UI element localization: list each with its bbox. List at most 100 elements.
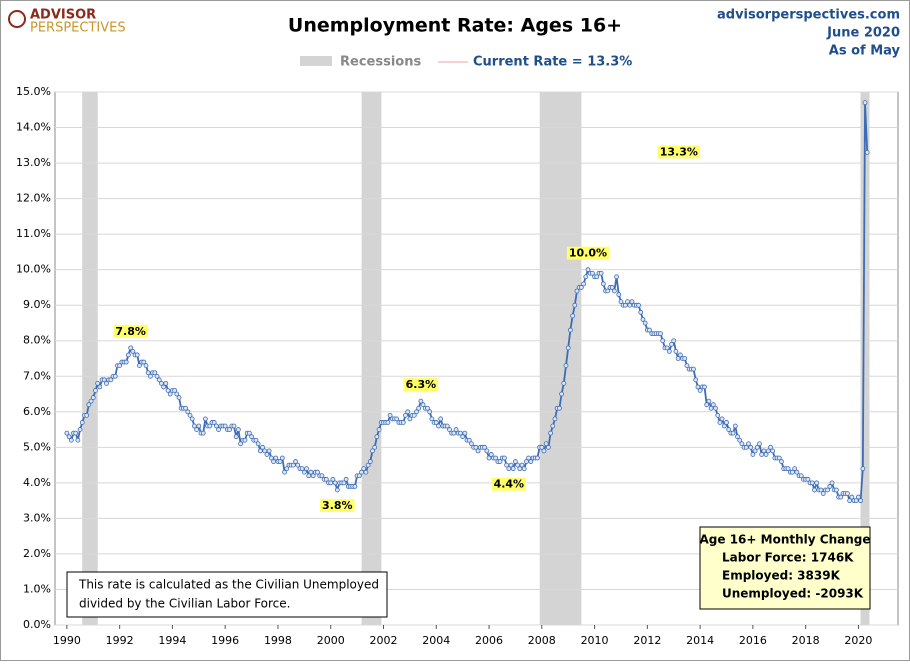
point — [97, 384, 103, 390]
point — [534, 455, 540, 461]
point — [748, 444, 754, 450]
point — [838, 494, 844, 500]
point — [315, 469, 320, 475]
point — [691, 366, 696, 372]
point — [640, 317, 646, 322]
y-tick-label: 12.0% — [16, 192, 51, 205]
point — [90, 395, 96, 400]
x-tick-label: 1994 — [158, 634, 186, 647]
point — [405, 409, 411, 415]
point — [108, 377, 114, 383]
change-line: Labor Force: 1746K — [722, 551, 854, 565]
point — [64, 430, 70, 436]
x-tick-label: 1992 — [106, 634, 134, 647]
point — [161, 384, 167, 390]
point — [196, 423, 202, 429]
point — [156, 377, 162, 383]
point — [827, 484, 833, 489]
change-box — [699, 526, 871, 610]
logo-top: ADVISOR — [30, 8, 96, 23]
legend-swatch — [300, 56, 332, 66]
point — [684, 363, 690, 369]
y-tick-label: 9.0% — [23, 298, 51, 311]
point — [598, 270, 604, 276]
note-line: divided by the Civilian Labor Force. — [79, 597, 290, 611]
annotation-bg — [566, 246, 610, 260]
point — [475, 448, 481, 454]
point — [820, 491, 826, 496]
point — [539, 444, 545, 450]
point — [502, 455, 507, 461]
as-of: As of May — [829, 44, 901, 59]
point — [497, 459, 503, 464]
point — [334, 487, 340, 493]
recession-band — [539, 92, 582, 625]
point — [611, 288, 617, 294]
point — [715, 412, 721, 418]
point — [466, 437, 472, 443]
point — [469, 441, 474, 447]
point — [669, 341, 674, 347]
point — [282, 469, 287, 475]
point — [710, 402, 716, 408]
note-box — [66, 571, 388, 618]
annotation: 7.8% — [113, 324, 148, 338]
point — [73, 430, 79, 436]
point — [86, 402, 92, 408]
annotation-bg — [403, 378, 439, 392]
annotation-label: 3.8% — [322, 499, 353, 512]
point — [202, 416, 208, 422]
point — [165, 388, 171, 393]
point — [154, 373, 160, 379]
point — [519, 462, 525, 468]
point — [860, 466, 866, 472]
point — [629, 299, 635, 305]
chart-title: Unemployment Rate: Ages 16+ — [288, 15, 622, 37]
point — [174, 391, 180, 397]
point — [242, 437, 248, 443]
point — [834, 487, 839, 493]
point — [77, 427, 83, 432]
point — [134, 352, 140, 358]
point — [238, 441, 243, 447]
point — [372, 444, 378, 450]
y-tick-label: 14.0% — [16, 121, 51, 134]
point — [484, 448, 490, 454]
y-tick-label: 4.0% — [23, 476, 51, 489]
point — [726, 427, 732, 432]
point — [429, 416, 435, 422]
point — [565, 345, 571, 351]
y-tick-label: 11.0% — [16, 227, 51, 240]
point — [304, 466, 309, 472]
point — [79, 420, 85, 425]
point — [447, 427, 452, 432]
point — [664, 345, 670, 351]
point — [770, 448, 776, 454]
point — [790, 469, 795, 475]
point — [561, 380, 567, 386]
point — [266, 448, 272, 454]
point — [673, 348, 679, 354]
point — [724, 420, 729, 425]
point — [545, 444, 551, 450]
point — [137, 363, 142, 369]
point — [785, 466, 791, 472]
point — [271, 459, 276, 464]
point — [757, 441, 762, 447]
point — [581, 281, 586, 287]
legend-label: Current Rate = 13.3% — [473, 55, 632, 70]
point — [721, 423, 727, 429]
annotation-bg — [320, 498, 355, 512]
point — [370, 448, 375, 454]
point — [433, 420, 439, 425]
y-tick-label: 0.0% — [23, 618, 51, 631]
point — [88, 398, 94, 404]
point — [752, 448, 758, 454]
point — [293, 459, 298, 464]
point — [616, 292, 622, 297]
point — [719, 416, 725, 422]
point — [414, 409, 419, 415]
x-tick-label: 2014 — [686, 634, 714, 647]
annotation-label: 13.3% — [660, 145, 698, 158]
point — [84, 412, 90, 418]
